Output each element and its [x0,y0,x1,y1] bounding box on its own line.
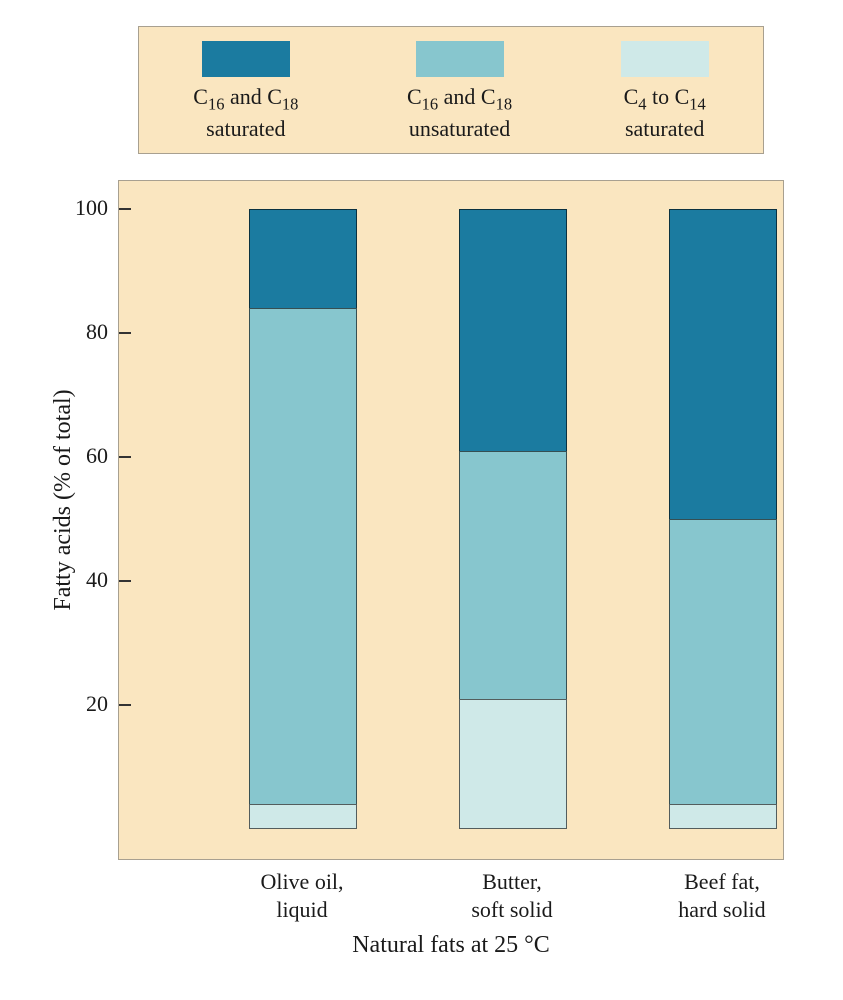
bar-segment [459,699,567,829]
x-category-label: Butter,soft solid [412,868,612,923]
bar [249,209,357,829]
legend-item: C16 and C18unsaturated [407,41,512,143]
x-axis-title: Natural fats at 25 °C [352,932,550,959]
y-tick-label: 60 [58,443,108,469]
bar-segment [249,804,357,829]
x-category-label: Olive oil,liquid [202,868,402,923]
y-tick [119,332,131,334]
y-tick-label: 20 [58,691,108,717]
bar-segment [669,209,777,519]
plot-area [179,209,765,829]
y-tick [119,208,131,210]
plot-box [118,180,784,860]
y-tick [119,704,131,706]
legend-swatch [202,41,290,77]
fatty-acid-chart: C16 and C18saturated C16 and C18unsaturat… [20,20,843,980]
bar-segment [249,209,357,308]
legend-box: C16 and C18saturated C16 and C18unsaturat… [138,26,764,154]
bar [459,209,567,829]
legend-label: C16 and C18unsaturated [407,83,512,143]
y-tick-label: 100 [58,195,108,221]
legend-label: C16 and C18saturated [193,83,298,143]
legend-swatch [621,41,709,77]
legend-item: C16 and C18saturated [193,41,298,143]
bar [669,209,777,829]
y-tick [119,456,131,458]
y-tick-label: 80 [58,319,108,345]
legend-swatch [416,41,504,77]
y-tick-label: 40 [58,567,108,593]
bar-segment [459,209,567,451]
bar-segment [669,519,777,804]
legend-label: C4 to C14saturated [624,83,706,143]
y-tick [119,580,131,582]
x-category-label: Beef fat,hard solid [622,868,822,923]
legend-item: C4 to C14saturated [621,41,709,143]
bar-segment [249,308,357,804]
bar-segment [459,451,567,699]
bar-segment [669,804,777,829]
y-axis-title: Fatty acids (% of total) [50,350,77,650]
